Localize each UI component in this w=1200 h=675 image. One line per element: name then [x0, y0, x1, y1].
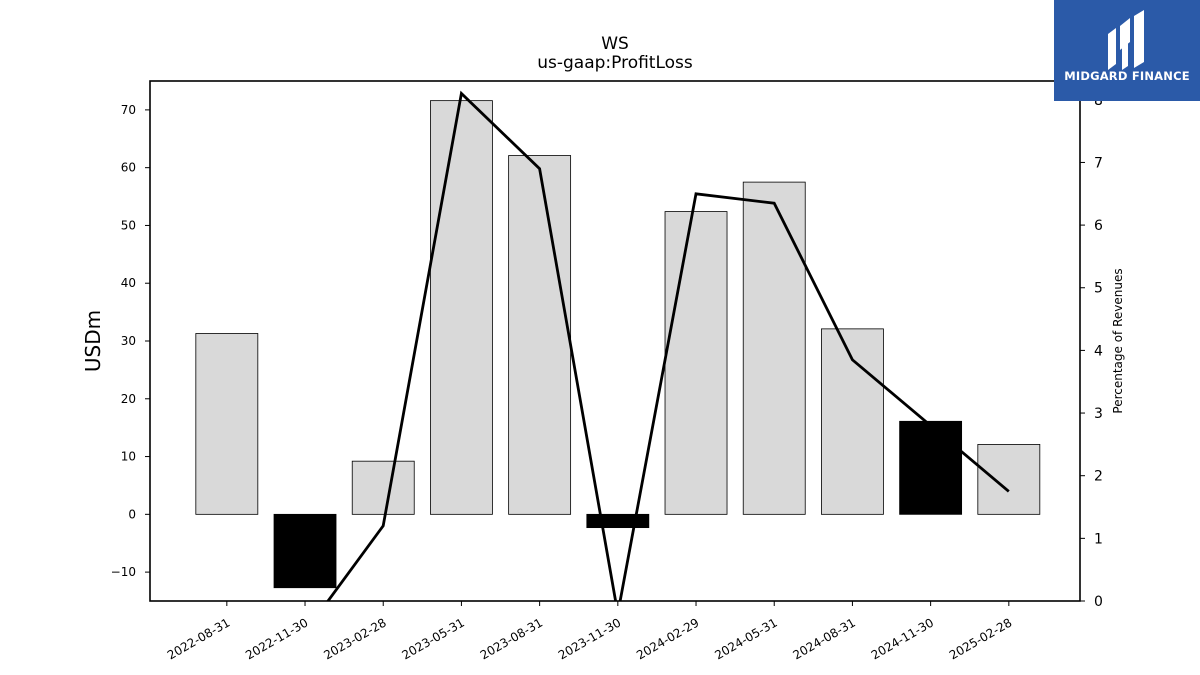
- bar: [664, 211, 728, 515]
- bar: [742, 181, 806, 515]
- y-tick-label: 0: [128, 507, 136, 521]
- y2-tick-label: 2: [1094, 469, 1103, 485]
- bar: [273, 513, 337, 589]
- x-tick-label: 2022-08-31: [165, 615, 232, 662]
- y2-tick-label: 6: [1094, 218, 1103, 234]
- chart-title: WS: [601, 34, 629, 54]
- x-tick-label: 2024-08-31: [791, 615, 858, 662]
- x-tick-label: 2022-11-30: [243, 615, 310, 662]
- y2-tick-label: 4: [1094, 343, 1103, 359]
- x-tick-label: 2023-08-31: [478, 615, 545, 662]
- y-tick-label: 40: [121, 276, 136, 290]
- y2-tick-label: 5: [1094, 281, 1103, 297]
- bar: [899, 420, 963, 515]
- y2-tick-label: 3: [1094, 406, 1103, 422]
- y2-axis-label: Percentage of Revenues: [1111, 268, 1125, 413]
- y-tick-label: 20: [121, 392, 136, 406]
- brand-logo: MIDGARD FINANCE: [1054, 0, 1200, 101]
- bar: [508, 155, 572, 515]
- y-tick-label: 10: [121, 450, 136, 464]
- x-tick-label: 2025-02-28: [947, 615, 1014, 662]
- bar: [351, 460, 415, 515]
- logo-text: MIDGARD FINANCE: [1064, 69, 1190, 83]
- bar: [977, 444, 1041, 515]
- logo-mark-icon: [1108, 10, 1144, 70]
- bar: [195, 333, 259, 515]
- y-axis-label: USDm: [81, 310, 105, 372]
- y2-tick-label: 0: [1094, 594, 1103, 610]
- x-tick-label: 2023-02-28: [321, 615, 388, 662]
- x-tick-label: 2024-02-29: [634, 615, 701, 662]
- y-tick-label: −10: [111, 565, 136, 579]
- x-tick-label: 2023-11-30: [556, 615, 623, 662]
- y2-tick-label: 7: [1094, 155, 1103, 171]
- x-tick-label: 2023-05-31: [400, 615, 467, 662]
- y-tick-label: 60: [121, 161, 136, 175]
- y-tick-label: 30: [121, 334, 136, 348]
- bar: [586, 513, 650, 529]
- y-tick-label: 70: [121, 103, 136, 117]
- y2-tick-label: 1: [1094, 531, 1103, 547]
- series-line: [326, 90, 1010, 601]
- x-tick-label: 2024-05-31: [712, 615, 779, 662]
- bar: [821, 328, 884, 515]
- chart-subtitle: us-gaap:ProfitLoss: [537, 53, 693, 73]
- bar: [430, 100, 493, 515]
- x-tick-label: 2024-11-30: [869, 615, 936, 662]
- y-tick-label: 50: [121, 218, 136, 232]
